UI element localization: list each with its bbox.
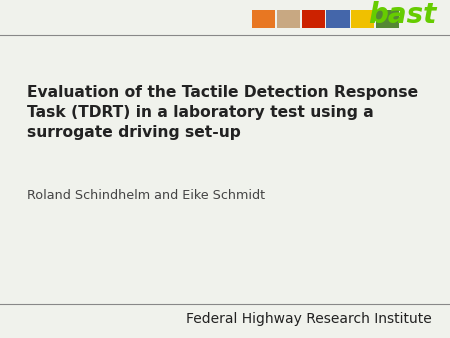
Bar	[277, 10, 300, 28]
Bar	[302, 10, 325, 28]
Bar	[252, 10, 275, 28]
Text: Federal Highway Research Institute: Federal Highway Research Institute	[186, 312, 432, 327]
Bar	[351, 10, 374, 28]
Text: bast: bast	[368, 1, 436, 29]
Text: Roland Schindhelm and Eike Schmidt: Roland Schindhelm and Eike Schmidt	[27, 189, 265, 202]
Bar	[376, 10, 399, 28]
Bar	[326, 10, 350, 28]
Text: Evaluation of the Tactile Detection Response
Task (TDRT) in a laboratory test us: Evaluation of the Tactile Detection Resp…	[27, 84, 418, 140]
